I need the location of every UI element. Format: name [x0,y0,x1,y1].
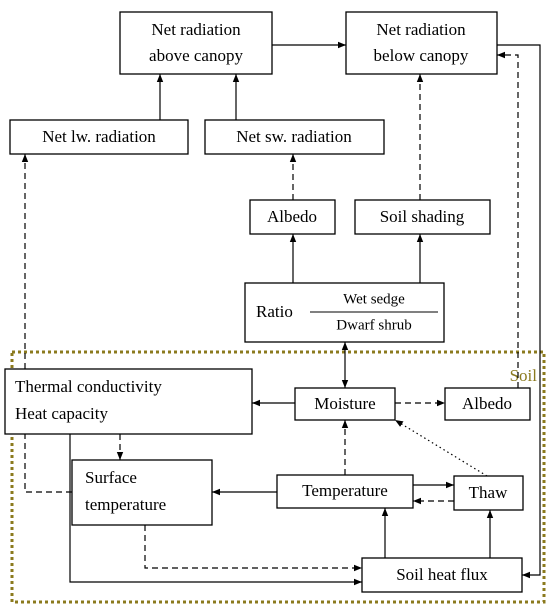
node-label: temperature [85,495,166,514]
edge [69,434,362,586]
edge [144,525,362,572]
node-box [345,11,498,75]
node-label: Surface [85,468,137,487]
node-label: Albedo [462,394,512,413]
node-box [294,387,396,421]
node-label: Net radiation [376,20,466,39]
soil-region [10,350,546,604]
fraction-denominator: Dwarf shrub [336,317,411,333]
node-box [444,387,531,421]
node-box [119,11,273,75]
node-label: Albedo [267,207,317,226]
edges [21,41,541,586]
node-box [354,199,491,235]
node-label: Soil heat flux [396,565,488,584]
edge [21,154,72,493]
node-label: Thermal conductivity [15,377,162,396]
edge [394,419,488,477]
node-label: Ratio [256,302,293,321]
region-label: Soil [510,366,538,385]
node-box [453,475,524,511]
node-label: Heat capacity [15,404,108,423]
node-box [276,474,414,509]
node-label: Thaw [469,483,508,502]
edge [497,51,519,388]
node-box [9,119,189,155]
node-label: Net sw. radiation [236,127,352,146]
node-box [204,119,385,155]
node-label: Soil shading [380,207,465,226]
node-box [4,368,253,435]
node-box [361,557,523,593]
nodes: Net radiation above canopy Net radiation… [4,11,531,593]
node-label: Moisture [314,394,375,413]
node-label: Net radiation [151,20,241,39]
node-box [71,459,213,526]
node-label: above canopy [149,46,243,65]
node-label: Net lw. radiation [42,127,156,146]
fraction-numerator: Wet sedge [343,291,405,307]
node-label: below canopy [374,46,469,65]
node-box [249,199,336,235]
node-label: Temperature [302,481,388,500]
edge [497,44,541,579]
